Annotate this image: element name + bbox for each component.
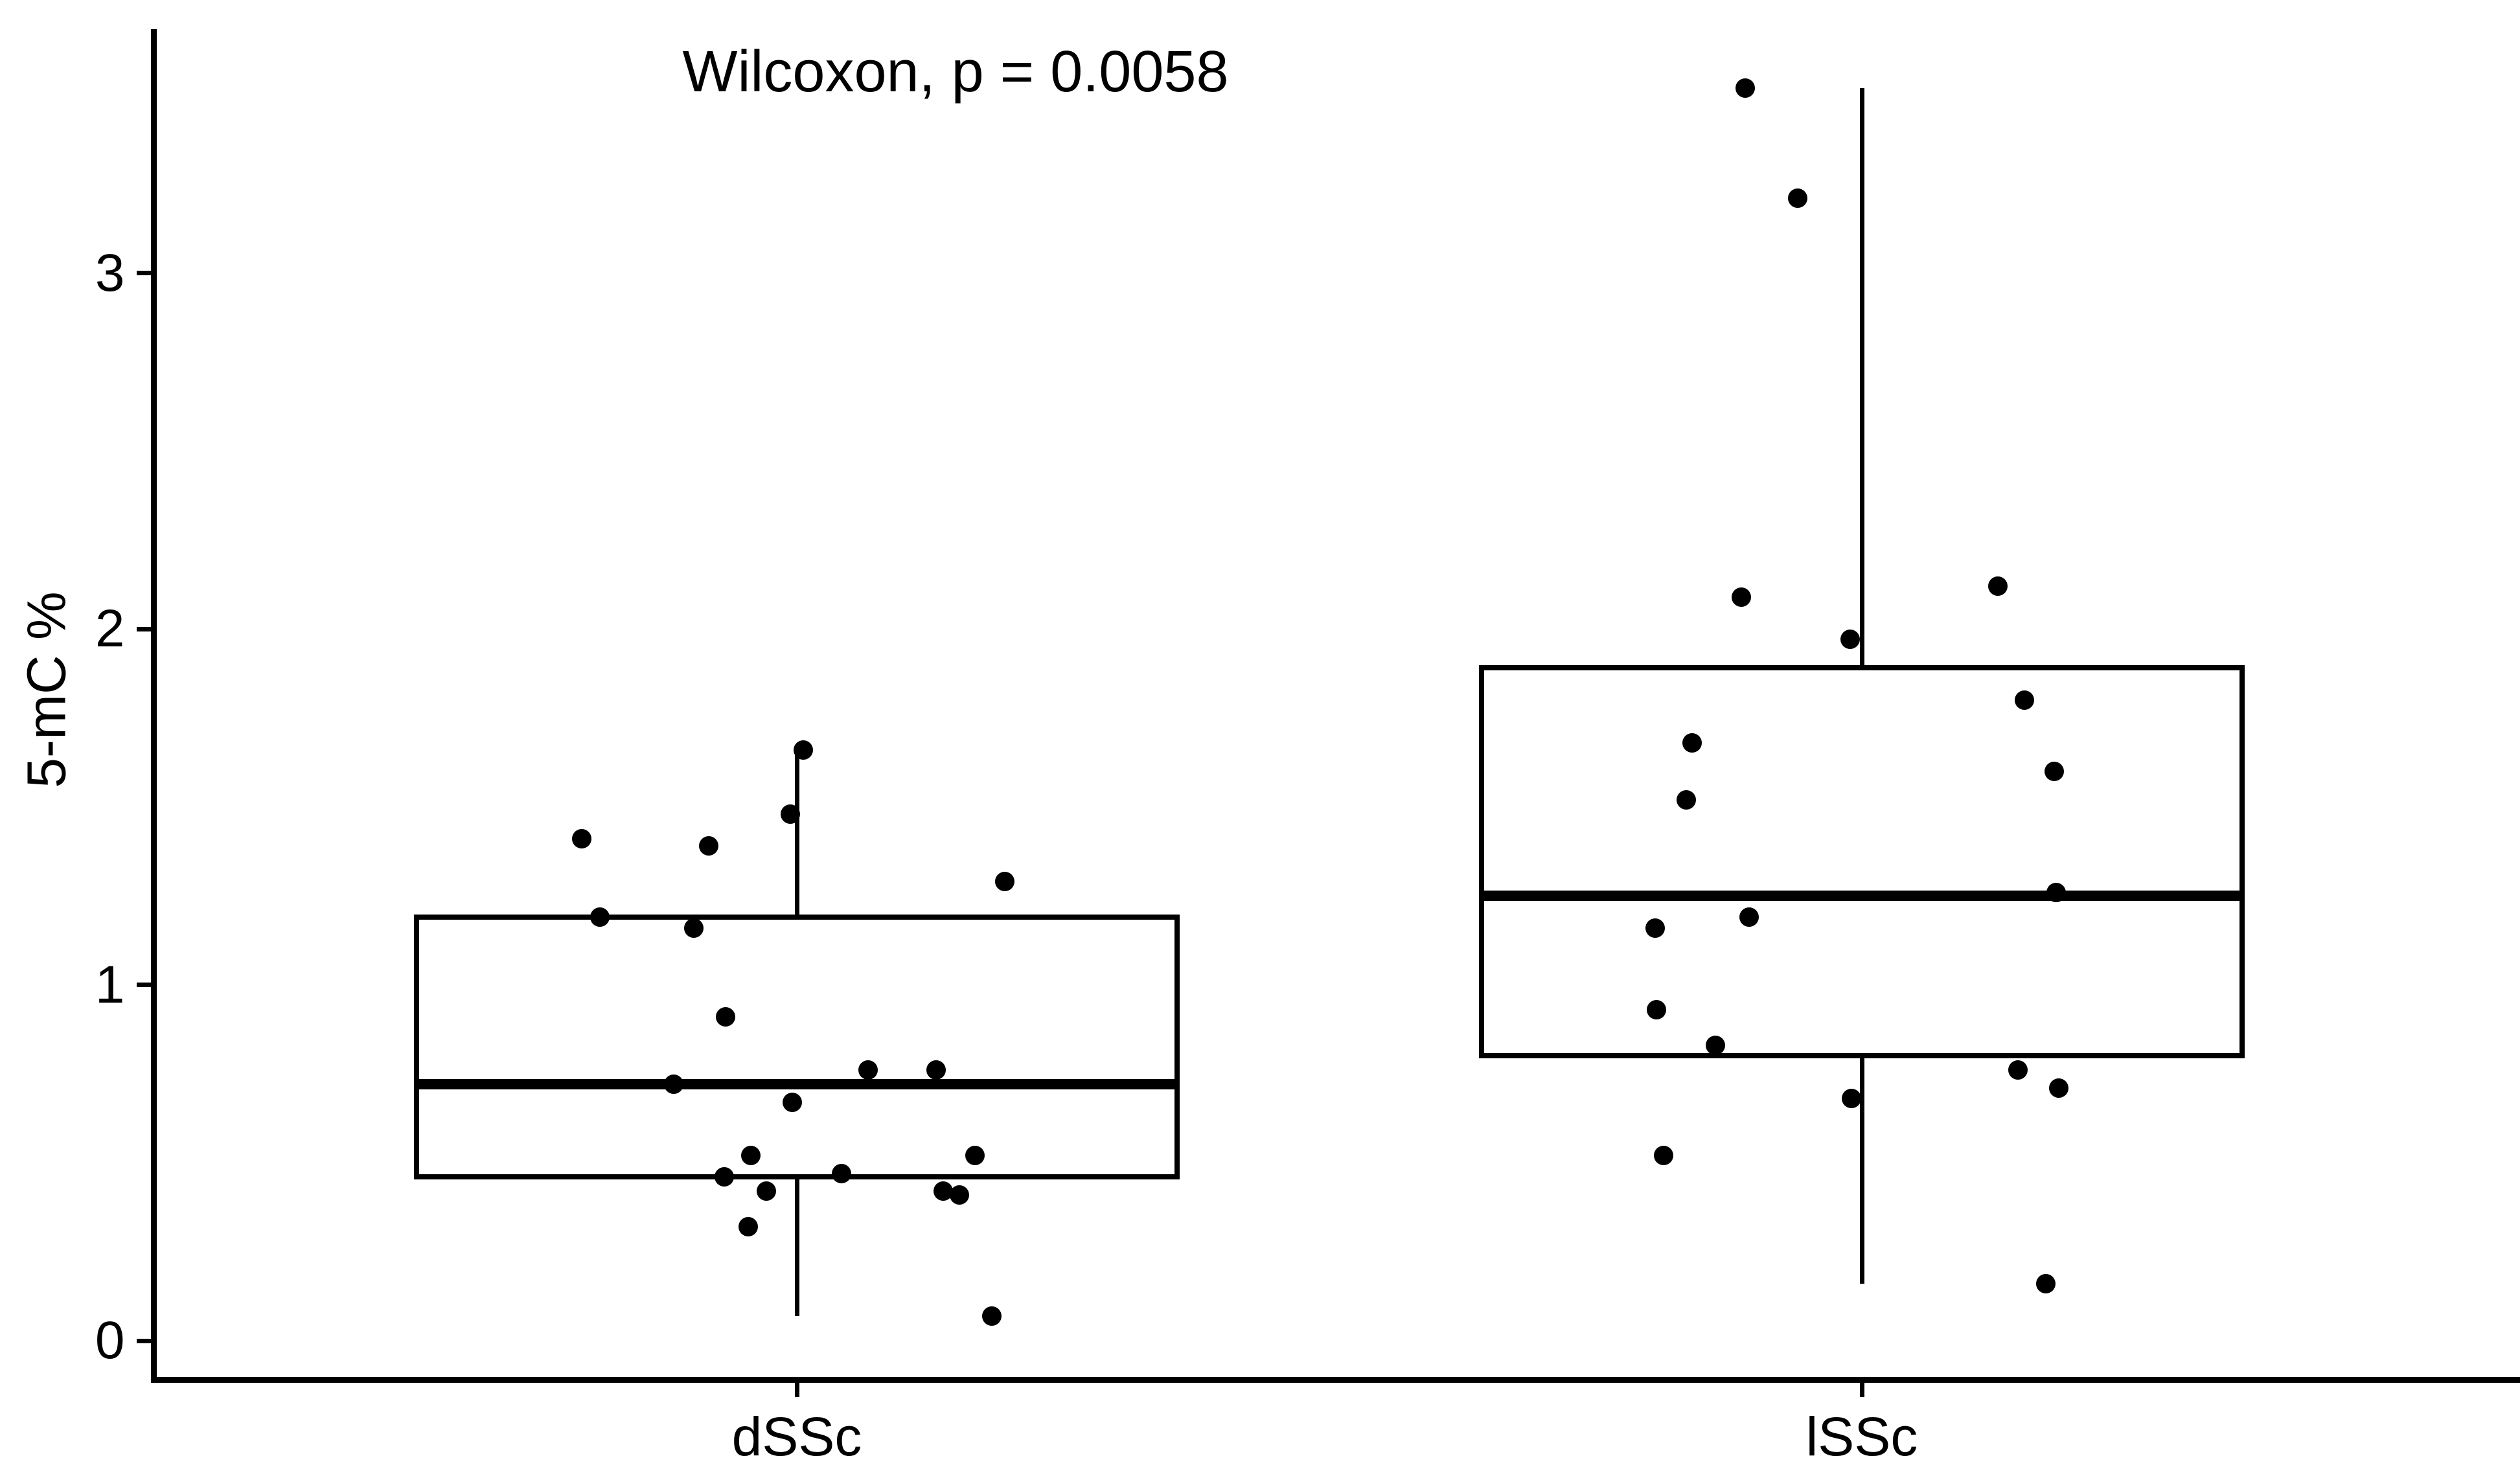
data-point	[741, 1146, 761, 1166]
median-line	[417, 1079, 1177, 1090]
lower-whisker	[1859, 1056, 1864, 1284]
data-point	[2008, 1060, 2028, 1080]
y-tick-mark	[136, 271, 151, 275]
lower-whisker	[794, 1177, 799, 1316]
data-point	[2045, 761, 2064, 781]
data-point	[832, 1163, 851, 1183]
data-point	[1735, 78, 1755, 98]
x-axis-line	[150, 1376, 2520, 1383]
data-point	[995, 872, 1014, 892]
data-point	[757, 1181, 776, 1201]
data-point	[739, 1217, 758, 1237]
data-point	[664, 1074, 683, 1095]
data-point	[783, 1092, 802, 1112]
data-point	[1677, 790, 1696, 810]
data-point	[2046, 882, 2066, 902]
data-point	[1988, 576, 2008, 597]
chart-title: Wilcoxon, p = 0.0058	[682, 40, 1229, 104]
x-tick-mark	[1859, 1382, 1864, 1397]
upper-whisker	[1859, 87, 1864, 668]
data-point	[2015, 690, 2034, 710]
x-axis-label-lssc: lSSc	[1805, 1406, 1918, 1467]
data-point	[1654, 1146, 1673, 1166]
upper-whisker	[794, 749, 799, 918]
data-point	[2036, 1274, 2056, 1294]
data-point	[950, 1185, 969, 1205]
data-point	[926, 1060, 946, 1080]
x-axis-label-dssc: dSSc	[731, 1406, 862, 1467]
data-point	[1682, 733, 1702, 753]
data-point	[716, 1006, 735, 1027]
data-point	[684, 918, 704, 938]
data-point	[572, 829, 591, 849]
y-tick-label: 1	[95, 955, 125, 1014]
median-line	[1482, 891, 2242, 902]
data-point	[794, 740, 813, 760]
data-point	[1645, 918, 1665, 938]
data-point	[1706, 1035, 1725, 1055]
y-tick-label: 3	[95, 243, 125, 302]
data-point	[1732, 587, 1751, 607]
data-point	[699, 836, 718, 856]
y-tick-label: 2	[95, 599, 125, 658]
data-point	[1840, 630, 1860, 650]
data-point	[1739, 907, 1759, 927]
y-axis-title: 5-mC %	[16, 591, 77, 788]
data-point	[781, 804, 800, 824]
data-point	[1842, 1089, 1861, 1109]
data-point	[1647, 999, 1666, 1019]
data-point	[982, 1306, 1002, 1326]
data-point	[2049, 1078, 2068, 1098]
data-point	[965, 1146, 985, 1166]
y-tick-label: 0	[95, 1311, 125, 1370]
iqr-box	[1479, 665, 2245, 1059]
y-tick-mark	[136, 626, 151, 631]
iqr-box	[414, 915, 1180, 1180]
x-tick-mark	[794, 1382, 799, 1397]
data-point	[590, 907, 610, 927]
data-point	[858, 1060, 878, 1080]
data-point	[1788, 188, 1807, 209]
data-point	[715, 1167, 734, 1187]
y-axis-line	[150, 29, 157, 1380]
y-tick-mark	[136, 1338, 151, 1343]
y-tick-mark	[136, 983, 151, 987]
